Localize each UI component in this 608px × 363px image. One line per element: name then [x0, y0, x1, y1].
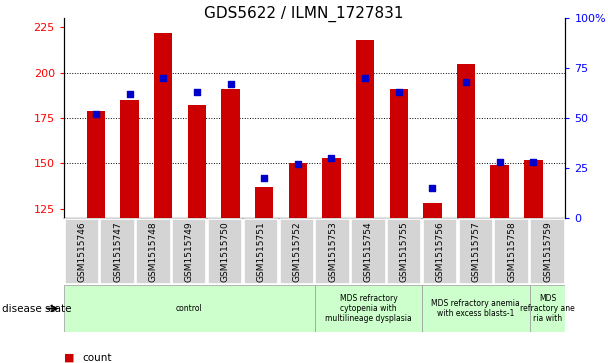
- Bar: [100, 219, 135, 284]
- Point: [226, 81, 235, 87]
- Text: MDS refractory
cytopenia with
multilineage dysplasia: MDS refractory cytopenia with multilinea…: [325, 294, 412, 323]
- Point: [259, 175, 269, 181]
- Text: GSM1515752: GSM1515752: [292, 221, 301, 282]
- Text: MDS refractory anemia
with excess blasts-1: MDS refractory anemia with excess blasts…: [432, 299, 520, 318]
- Text: MDS
refractory ane
ria with: MDS refractory ane ria with: [520, 294, 575, 323]
- Text: GSM1515753: GSM1515753: [328, 221, 337, 282]
- Bar: [458, 219, 493, 284]
- Text: GSM1515759: GSM1515759: [543, 221, 552, 282]
- Text: GSM1515746: GSM1515746: [77, 221, 86, 282]
- Text: GSM1515758: GSM1515758: [507, 221, 516, 282]
- Text: control: control: [176, 304, 202, 313]
- Bar: [87, 111, 105, 218]
- Bar: [120, 100, 139, 218]
- Bar: [387, 219, 421, 284]
- Text: GSM1515754: GSM1515754: [364, 221, 373, 282]
- Bar: [316, 219, 350, 284]
- Bar: [457, 64, 475, 218]
- Text: disease state: disease state: [2, 303, 71, 314]
- Bar: [524, 160, 543, 218]
- Point: [427, 185, 437, 191]
- Text: GSM1515751: GSM1515751: [257, 221, 266, 282]
- Bar: [64, 285, 315, 332]
- Bar: [136, 219, 171, 284]
- Text: GSM1515755: GSM1515755: [399, 221, 409, 282]
- Text: GSM1515757: GSM1515757: [471, 221, 480, 282]
- Point: [125, 91, 134, 97]
- Bar: [64, 219, 99, 284]
- Text: count: count: [82, 352, 112, 363]
- Bar: [351, 219, 385, 284]
- Text: GSM1515748: GSM1515748: [149, 221, 158, 282]
- Bar: [356, 40, 375, 218]
- Point: [293, 161, 303, 167]
- Bar: [390, 89, 408, 218]
- Bar: [530, 285, 565, 332]
- Point: [158, 75, 168, 81]
- Bar: [154, 33, 173, 218]
- Text: GSM1515756: GSM1515756: [435, 221, 444, 282]
- Point: [192, 89, 202, 95]
- Point: [394, 89, 404, 95]
- Bar: [530, 219, 565, 284]
- Text: GDS5622 / ILMN_1727831: GDS5622 / ILMN_1727831: [204, 5, 404, 22]
- Point: [361, 75, 370, 81]
- Bar: [423, 203, 441, 218]
- Text: GSM1515747: GSM1515747: [113, 221, 122, 282]
- Bar: [491, 165, 509, 218]
- Bar: [208, 219, 242, 284]
- Bar: [494, 219, 529, 284]
- Bar: [221, 89, 240, 218]
- Bar: [422, 285, 530, 332]
- Bar: [188, 105, 206, 218]
- Text: GSM1515750: GSM1515750: [221, 221, 230, 282]
- Text: ■: ■: [64, 352, 74, 363]
- Bar: [255, 187, 274, 218]
- Text: GSM1515749: GSM1515749: [185, 221, 194, 282]
- Point: [91, 111, 101, 117]
- Bar: [423, 219, 457, 284]
- Point: [461, 79, 471, 85]
- Point: [528, 159, 538, 165]
- Bar: [315, 285, 422, 332]
- Bar: [172, 219, 207, 284]
- Bar: [280, 219, 314, 284]
- Bar: [244, 219, 278, 284]
- Point: [495, 159, 505, 165]
- Point: [326, 155, 336, 161]
- Bar: [289, 163, 307, 218]
- Bar: [322, 158, 340, 218]
